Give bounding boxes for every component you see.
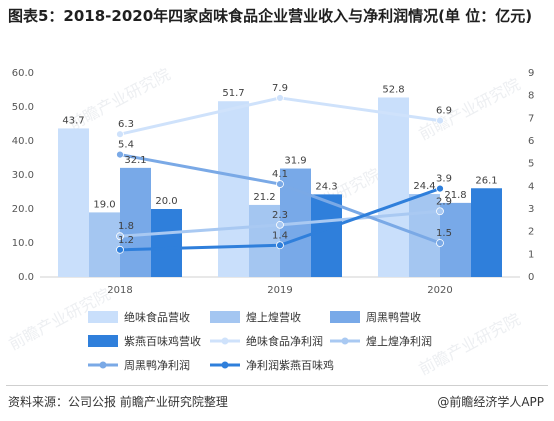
line-point-marker xyxy=(276,241,284,250)
bar-data-label: 32.1 xyxy=(124,155,146,166)
line-data-label: 4.1 xyxy=(272,169,288,180)
bar-data-label: 19.0 xyxy=(93,199,115,210)
left-axis-tick-label: 20.0 xyxy=(12,204,34,215)
legend-swatch-bar xyxy=(210,311,240,323)
legend-swatch-marker xyxy=(99,361,107,369)
line-data-label: 2.9 xyxy=(436,196,452,207)
right-axis-tick-label: 6 xyxy=(528,136,534,147)
watermark-text: 前瞻产业研究院 xyxy=(416,74,524,143)
legend-label: 周黑鸭净利润 xyxy=(124,358,190,372)
bar-mark xyxy=(151,209,182,277)
bar-mark xyxy=(58,128,89,277)
source-note: 资料来源：公司公报 前瞻产业研究院整理 xyxy=(8,395,228,409)
legend-label: 净利润紫燕百味鸡 xyxy=(246,358,334,372)
right-axis-tick-label: 3 xyxy=(528,204,534,215)
line-data-label: 1.5 xyxy=(436,228,452,239)
bar-data-label: 20.0 xyxy=(155,196,177,207)
right-axis-tick-label: 5 xyxy=(528,159,534,170)
bar-mark xyxy=(218,101,249,277)
bar-mark xyxy=(378,97,409,277)
left-axis-tick-label: 30.0 xyxy=(12,170,34,181)
line-data-label: 1.8 xyxy=(118,221,134,232)
bar-data-label: 24.4 xyxy=(413,181,435,192)
chart-canvas: 前瞻产业研究院前瞻产业研究院前瞻产业研究院前瞻产业研究院前瞻产业研究院 0.01… xyxy=(6,64,535,378)
legend-swatch-marker xyxy=(221,337,229,345)
chart-title: 图表5：2018-2020年四家卤味食品企业营业收入与净利润情况(单 位：亿元) xyxy=(8,7,533,25)
line-point-marker xyxy=(436,207,444,216)
line-data-label: 7.9 xyxy=(272,83,288,94)
x-axis-category-label: 2018 xyxy=(107,285,132,296)
bar-mark xyxy=(89,212,120,277)
line-point-marker xyxy=(436,239,444,247)
bar-mark xyxy=(311,194,342,277)
bar-data-label: 52.8 xyxy=(382,84,404,95)
legend-swatch-marker xyxy=(341,337,349,345)
line-point-marker xyxy=(116,232,124,241)
bar-mark xyxy=(440,202,471,277)
bar-mark xyxy=(409,194,440,277)
bar-data-label: 21.8 xyxy=(444,190,466,201)
line-point-marker xyxy=(276,220,284,229)
line-data-label: 5.4 xyxy=(118,140,134,151)
bar-mark xyxy=(249,204,280,277)
legend-label: 周黑鸭营收 xyxy=(366,310,421,324)
bar-data-label: 21.2 xyxy=(253,192,275,203)
legend-label: 紫燕百味鸡营收 xyxy=(124,334,201,348)
right-axis-tick-label: 4 xyxy=(528,181,534,192)
bar-data-label: 43.7 xyxy=(62,115,84,126)
bar-data-label: 31.9 xyxy=(284,156,306,167)
right-axis-tick-label: 2 xyxy=(528,227,534,238)
bar-data-label: 26.1 xyxy=(475,175,497,186)
legend-label: 绝味食品净利润 xyxy=(246,334,323,348)
line-data-label: 2.3 xyxy=(272,210,288,221)
right-axis-tick-label: 1 xyxy=(528,249,534,260)
line-data-label: 6.9 xyxy=(436,106,452,117)
bar-mark xyxy=(120,167,151,277)
line-point-marker xyxy=(276,180,284,188)
left-axis-tick-label: 50.0 xyxy=(12,102,34,113)
bar-data-label: 24.3 xyxy=(315,181,337,192)
right-axis-tick-label: 0 xyxy=(528,272,534,283)
line-point-marker xyxy=(116,150,124,159)
footer-divider xyxy=(6,385,548,386)
legend-swatch-bar xyxy=(330,311,360,323)
line-point-marker xyxy=(116,245,124,254)
line-layer xyxy=(116,94,444,254)
left-axis-tick-label: 60.0 xyxy=(12,68,34,79)
line-point-marker xyxy=(436,116,444,125)
credit-note: @前瞻经济学人APP xyxy=(437,395,544,409)
legend-swatch-marker xyxy=(221,361,229,369)
left-axis-tick-label: 40.0 xyxy=(12,136,34,147)
bar-mark xyxy=(471,188,502,277)
left-axis-tick-label: 0.0 xyxy=(18,272,34,283)
right-axis-tick-label: 9 xyxy=(528,68,534,79)
left-axis-tick-label: 10.0 xyxy=(12,238,34,249)
line-data-label: 1.4 xyxy=(272,230,288,241)
legend-swatch-bar xyxy=(88,311,118,323)
legend-label: 绝味食品营收 xyxy=(124,310,190,324)
bar-data-label: 51.7 xyxy=(222,88,244,99)
right-axis-tick-label: 7 xyxy=(528,113,534,124)
right-axis-tick-label: 8 xyxy=(528,91,534,102)
line-point-marker xyxy=(276,94,284,102)
legend-swatch-bar xyxy=(88,335,118,347)
line-point-marker xyxy=(436,184,444,193)
legend-label: 煌上煌营收 xyxy=(246,310,301,324)
x-axis-category-label: 2019 xyxy=(267,285,292,296)
legend-label: 煌上煌净利润 xyxy=(366,334,432,348)
line-point-marker xyxy=(116,130,124,139)
line-data-label: 1.2 xyxy=(118,235,134,246)
line-data-label: 3.9 xyxy=(436,174,452,185)
line-data-label: 6.3 xyxy=(118,119,134,130)
data-label-layer: 43.7 51.7 52.8 19.0 21.2 24.4 32.1 31.9 21.8 20.0… xyxy=(62,83,497,246)
x-axis-category-label: 2020 xyxy=(427,285,452,296)
